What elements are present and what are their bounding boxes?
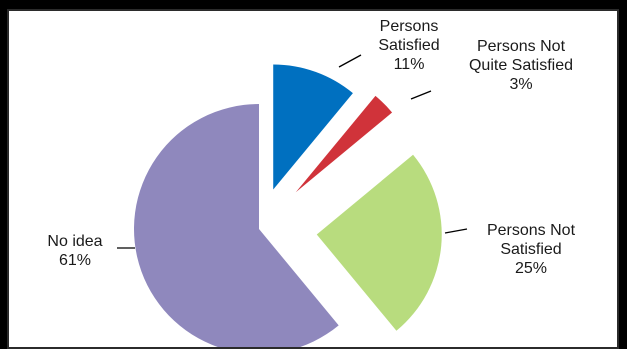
slice-category-label: No idea (47, 233, 102, 250)
slice-value-label: 25% (515, 260, 547, 277)
slice-category-label: Persons Not (477, 38, 566, 55)
leader-line-3 (444, 228, 468, 234)
slice-category-label: Satisfied (500, 241, 561, 258)
slice-label-3: Persons Not Satisfied 25% (487, 222, 576, 277)
slice-label-1: Persons Satisfied 11% (378, 18, 439, 73)
slice-label-4: No idea 61% (47, 233, 102, 269)
slice-labels: Persons Satisfied 11% Persons Not Quite Sati… (47, 18, 575, 277)
slice-category-label: Persons Not (487, 222, 576, 239)
slice-value-label: 11% (394, 56, 425, 73)
slice-category-label: Satisfied (378, 37, 439, 54)
slice-value-label: 3% (509, 76, 532, 93)
pie-slice-3 (316, 154, 442, 331)
slice-category-label: Quite Satisfied (469, 57, 573, 74)
pie-slices (134, 64, 442, 347)
pie-slice-1 (273, 64, 353, 190)
slice-value-label: 61% (59, 252, 91, 269)
pie-chart: Persons Satisfied 11% Persons Not Quite Sati… (47, 18, 576, 347)
pie-slice-4 (134, 104, 339, 347)
slice-category-label: Persons (380, 18, 439, 35)
leader-line-2 (410, 90, 432, 100)
pie-slice-2 (295, 95, 393, 193)
slice-label-2: Persons Not Quite Satisfied 3% (469, 38, 573, 93)
leader-line-1 (338, 54, 362, 68)
chart-frame: Persons Satisfied 11% Persons Not Quite Sati… (7, 9, 619, 349)
leader-lines (117, 54, 468, 249)
